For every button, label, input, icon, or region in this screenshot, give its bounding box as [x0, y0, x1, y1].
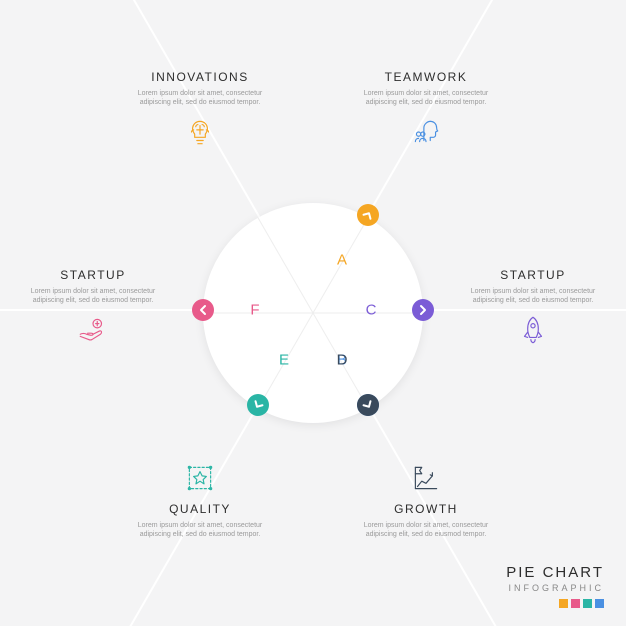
swatch-1: [571, 599, 580, 608]
section-E: QUALITY Lorem ipsum dolor sit amet, conse…: [125, 460, 275, 540]
section-body: Lorem ipsum dolor sit amet, consectetur …: [351, 521, 501, 540]
segment-dot-F: [192, 299, 214, 321]
section-title: TEAMWORK: [351, 70, 501, 84]
brain-bulb-icon: [182, 114, 218, 150]
swatch-2: [583, 599, 592, 608]
section-title: STARTUP: [18, 268, 168, 282]
section-A: INNOVATIONS Lorem ipsum dolor sit amet, c…: [125, 70, 275, 150]
section-title: GROWTH: [351, 502, 501, 516]
section-body: Lorem ipsum dolor sit amet, consectetur …: [351, 89, 501, 108]
section-F: STARTUP Lorem ipsum dolor sit amet, conse…: [18, 268, 168, 348]
infographic-canvas: ABCDEF INNOVATIONSLorem ipsum dolor sit …: [0, 0, 626, 626]
segment-dot-E: [247, 394, 269, 416]
flag-chart-icon: [408, 460, 444, 496]
section-title: INNOVATIONS: [125, 70, 275, 84]
team-head-icon: [408, 114, 444, 150]
segment-letter-E: E: [279, 352, 289, 369]
segment-dot-C: [412, 299, 434, 321]
segment-letter-C: C: [366, 302, 377, 319]
footer: PIE CHART INFOGRAPHIC: [506, 564, 604, 608]
rocket-icon: [515, 312, 551, 348]
star-box-icon: [182, 460, 218, 496]
section-D: GROWTH Lorem ipsum dolor sit amet, consec…: [351, 460, 501, 540]
section-body: Lorem ipsum dolor sit amet, consectetur …: [18, 287, 168, 306]
footer-subtitle: INFOGRAPHIC: [506, 583, 604, 593]
segment-dot-A: [357, 204, 379, 226]
swatch-0: [559, 599, 568, 608]
section-B: TEAMWORK Lorem ipsum dolor sit amet, cons…: [351, 70, 501, 150]
section-body: Lorem ipsum dolor sit amet, consectetur …: [125, 89, 275, 108]
footer-swatches: [506, 599, 604, 608]
swatch-3: [595, 599, 604, 608]
section-body: Lorem ipsum dolor sit amet, consectetur …: [458, 287, 608, 306]
hand-coin-icon: [75, 312, 111, 348]
section-title: QUALITY: [125, 502, 275, 516]
section-body: Lorem ipsum dolor sit amet, consectetur …: [125, 521, 275, 540]
segment-dot-D: [357, 394, 379, 416]
section-C: STARTUP Lorem ipsum dolor sit amet, conse…: [458, 268, 608, 348]
center-disc: [203, 203, 423, 423]
segment-letter-A: A: [337, 251, 347, 268]
footer-title: PIE CHART: [506, 564, 604, 581]
section-title: STARTUP: [458, 268, 608, 282]
segment-letter-D: D: [337, 352, 348, 369]
segment-letter-F: F: [250, 302, 259, 319]
disc-inner-dividers: [203, 203, 423, 423]
